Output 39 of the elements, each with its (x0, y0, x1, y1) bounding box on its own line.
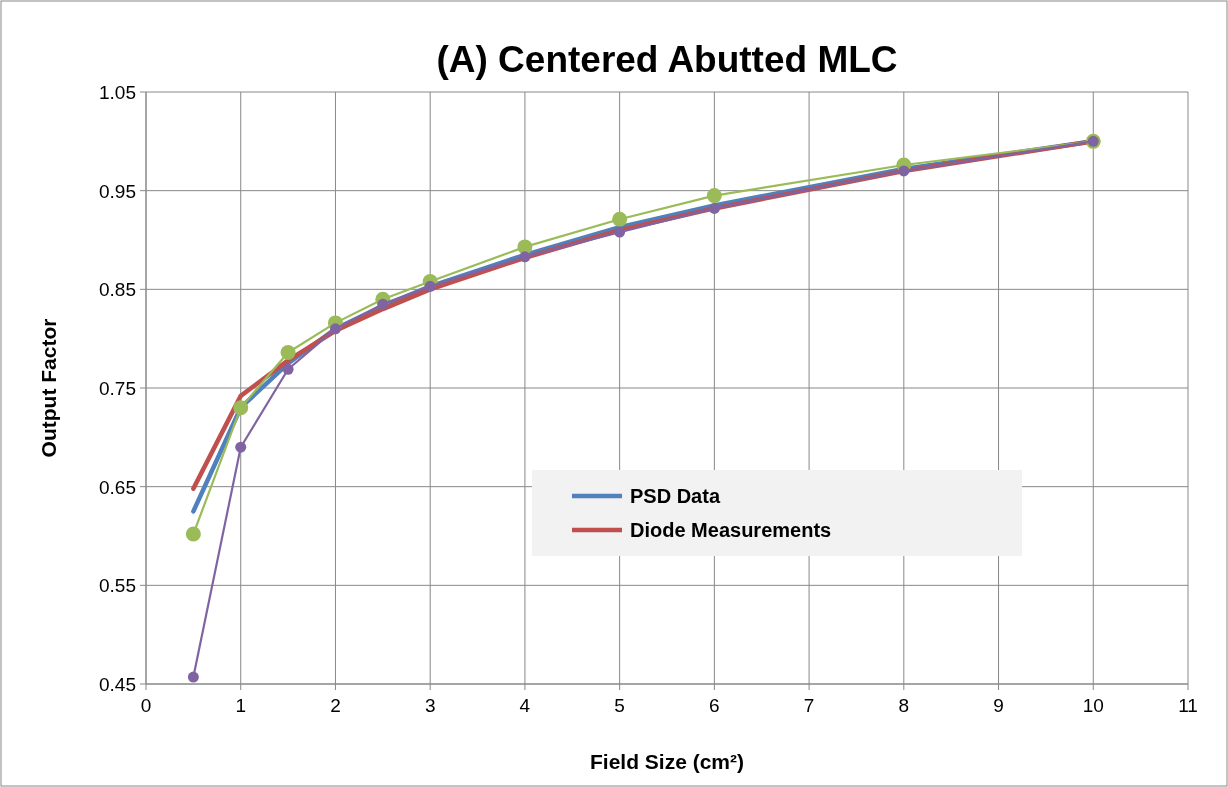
point (329, 323, 341, 335)
x-tick-label: 10 (1082, 695, 1104, 716)
y-tick-label: 0.75 (99, 378, 136, 399)
point (282, 363, 294, 375)
y-axis-title: Output Factor (37, 318, 60, 458)
point (519, 251, 531, 263)
point (233, 400, 249, 416)
point (280, 344, 296, 360)
point (898, 165, 910, 177)
x-tick-label: 2 (330, 695, 341, 716)
x-tick-label: 9 (993, 695, 1004, 716)
point (708, 202, 720, 214)
y-tick-label: 0.65 (99, 476, 136, 498)
x-tick-label: 0 (140, 695, 152, 716)
legend-label: PSD Data (630, 485, 721, 507)
x-tick-label: 11 (1178, 695, 1198, 716)
chart-title: (A) Centered Abutted MLC (436, 39, 898, 80)
x-axis-title: Field Size (cm²) (589, 750, 745, 773)
y-tick-label: 1.05 (99, 82, 136, 103)
point (235, 441, 247, 453)
legend-label: Diode Measurements (630, 519, 832, 541)
point (614, 226, 626, 238)
x-tick-label: 5 (614, 695, 625, 716)
point (187, 671, 199, 683)
point (424, 280, 436, 292)
point (185, 526, 201, 542)
x-tick-label: 7 (803, 695, 815, 716)
x-tick-label: 3 (424, 695, 436, 716)
y-tick-label: 0.45 (99, 674, 136, 695)
point (377, 298, 389, 310)
x-tick-label: 8 (898, 695, 910, 716)
x-tick-label: 4 (519, 695, 531, 716)
point (706, 188, 722, 204)
y-tick-label: 0.85 (99, 279, 136, 301)
x-tick-label: 6 (709, 695, 720, 716)
x-tick-label: 1 (235, 695, 247, 716)
y-tick-label: 0.55 (99, 575, 136, 597)
point (612, 211, 628, 227)
y-tick-label: 0.95 (99, 180, 136, 202)
